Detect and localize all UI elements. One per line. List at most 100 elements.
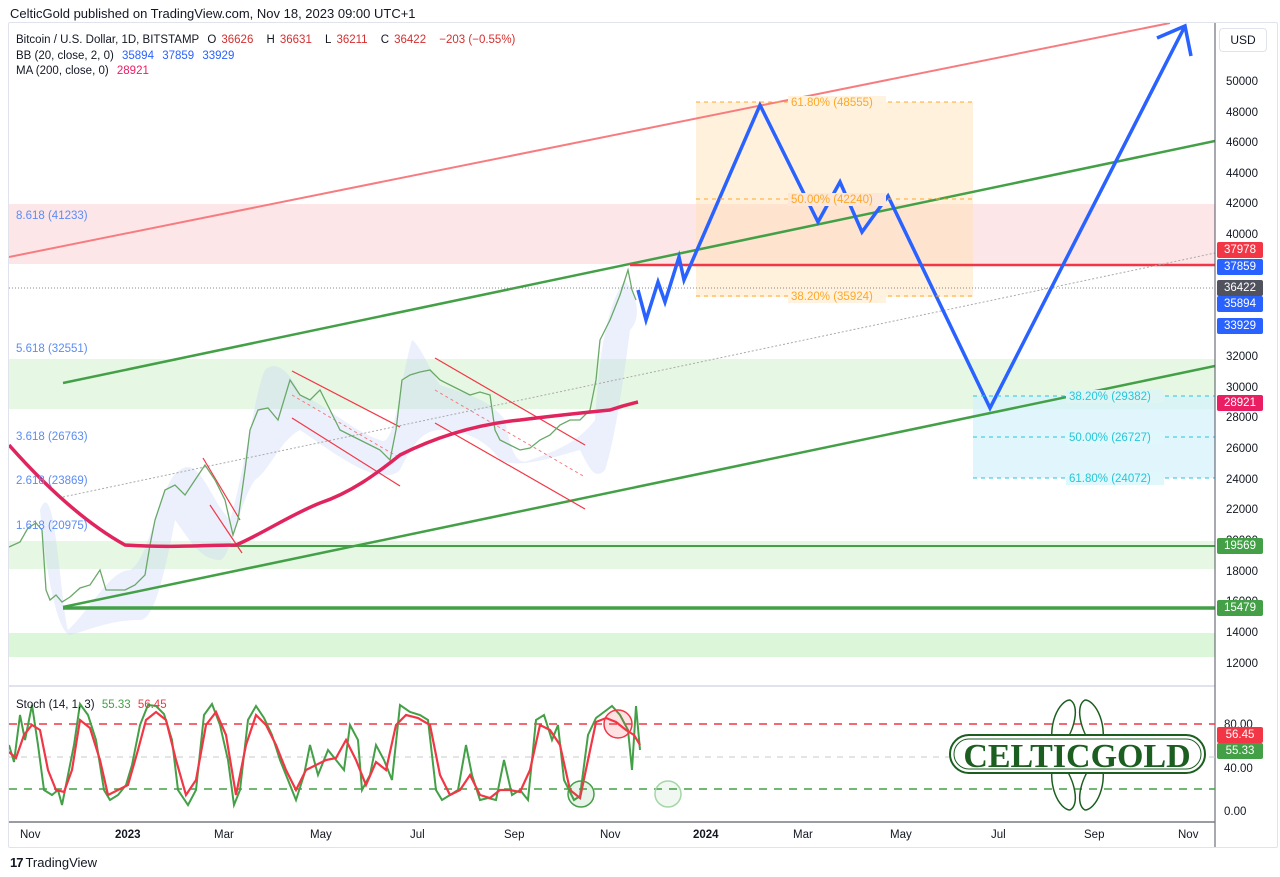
price-tick: 28000 [1226, 412, 1258, 424]
time-axis[interactable]: Nov 2023 Mar May Jul Sep Nov 2024 Mar Ma… [20, 829, 1199, 841]
fib-lower-label: 61.80% (24072) [1069, 473, 1151, 485]
projection-path [636, 25, 1187, 412]
legend-symbol-row: Bitcoin / U.S. Dollar, 1D, BITSTAMP O 366… [16, 34, 516, 46]
currency-button[interactable]: USD [1219, 28, 1267, 52]
price-pane [9, 23, 1215, 657]
low-value: 36211 [336, 34, 368, 46]
price-tag-last: 36422 [1217, 280, 1263, 296]
fib-ext-label: 1.618 (20975) [16, 520, 88, 532]
price-tick: 48000 [1226, 107, 1258, 119]
upper-trend-channel [9, 23, 1171, 258]
projection-arrowhead [1156, 23, 1193, 57]
logo-text: CELTICGOLD [963, 738, 1190, 775]
celticgold-logo: CELTICGOLD [949, 699, 1206, 811]
fib-lower-label: 38.20% (29382) [1069, 391, 1151, 403]
dotted-trend-line [62, 252, 1215, 498]
fib-ext-label: 2.618 (23869) [16, 475, 88, 487]
price-tick: 14000 [1226, 627, 1258, 639]
change-value: −203 (−0.55%) [439, 34, 516, 46]
ma200-line [9, 400, 639, 549]
price-tag-bb-lower: 33929 [1217, 318, 1263, 334]
legend-bb-row[interactable]: BB (20, close, 2, 0) 35894 37859 33929 [16, 49, 520, 65]
price-tick: 12000 [1226, 658, 1258, 670]
price-tick: 42000 [1226, 198, 1258, 210]
price-tick: 22000 [1226, 504, 1258, 516]
descending-channel-mid-dashed [291, 389, 586, 478]
price-tick: 44000 [1226, 168, 1258, 180]
time-tick: May [890, 829, 912, 841]
fib-upper-label: 61.80% (48555) [791, 97, 873, 109]
stoch-tag-d: 56.45 [1217, 727, 1263, 743]
stoch-tick: 0.00 [1224, 806, 1246, 818]
fib-upper-label: 38.20% (35924) [791, 291, 873, 303]
bb-title: BB (20, close, 2, 0) [16, 49, 114, 62]
stoch-d-value: 56.45 [137, 699, 167, 711]
descending-channels [202, 357, 586, 554]
time-tick: Jul [991, 829, 1006, 841]
tradingview-brand: TradingView [25, 855, 98, 870]
bollinger-cloud [40, 280, 637, 635]
ma-title: MA (200, close, 0) [16, 65, 109, 77]
time-tick: Sep [504, 829, 524, 841]
price-tick: 40000 [1226, 229, 1258, 241]
bb-basis-value: 35894 [122, 49, 154, 62]
price-series [9, 267, 637, 603]
tradingview-footer[interactable]: 17 TradingView [10, 855, 97, 870]
logo-banner [949, 734, 1206, 774]
price-tick: 50000 [1226, 76, 1258, 88]
time-tick: Mar [214, 829, 234, 841]
symbol-title: Bitcoin / U.S. Dollar, 1D, BITSTAMP [16, 34, 200, 46]
time-tick: Jul [410, 829, 425, 841]
stoch-axis[interactable]: 80.00 40.00 0.00 [1224, 719, 1253, 818]
stoch-projected-marker [654, 780, 682, 808]
fib-ext-label: 5.618 (32551) [16, 343, 88, 355]
high-value: 36631 [279, 34, 312, 46]
open-value: 36626 [221, 34, 254, 46]
time-tick: Mar [793, 829, 813, 841]
fib-ext-label: 8.618 (41233) [16, 210, 88, 222]
price-tag-support-1: 19569 [1217, 538, 1263, 554]
close-value: 36422 [394, 34, 427, 46]
publish-header: CelticGold published on TradingView.com,… [10, 6, 416, 21]
stoch-tag-k: 55.33 [1217, 743, 1263, 759]
legend-ma-row[interactable]: MA (200, close, 0) 28921 [16, 64, 520, 80]
stoch-legend[interactable]: Stoch (14, 1, 3) 55.33 56.45 [16, 699, 167, 711]
bb-upper-value: 37859 [162, 49, 195, 62]
fib-upper-label: 50.00% (42240) [791, 194, 873, 206]
price-tag-bb-upper: 37859 [1217, 259, 1263, 275]
tradingview-logo-icon: 17 [10, 855, 24, 870]
stoch-d-line [9, 709, 641, 800]
resistance-zone [9, 204, 1215, 264]
stoch-oversold-marker [567, 780, 595, 808]
fib-upper-labels: 61.80% (48555) 50.00% (42240) 38.20% (35… [788, 96, 886, 303]
price-tag-ma200: 28921 [1217, 395, 1263, 411]
green-upper-trendline [62, 139, 1215, 385]
price-tick: 30000 [1226, 382, 1258, 394]
price-tick: 32000 [1226, 351, 1258, 363]
time-tick: Nov [600, 829, 621, 841]
bb-lower-value: 33929 [202, 49, 235, 62]
price-axis[interactable]: 50000 48000 46000 44000 42000 40000 3200… [1226, 76, 1258, 670]
price-tick: 24000 [1226, 474, 1258, 486]
stoch-k-line [9, 701, 641, 809]
price-tick: 18000 [1226, 566, 1258, 578]
stoch-pane [9, 701, 1215, 809]
fib-lower-label: 50.00% (26727) [1069, 432, 1151, 444]
fib-ext-label: 3.618 (26763) [16, 431, 88, 443]
fib-lower-labels: 38.20% (29382) 50.00% (26727) 61.80% (24… [1066, 390, 1164, 485]
celtic-knot-icon [1050, 699, 1105, 811]
price-tag-support-2: 15479 [1217, 600, 1263, 616]
time-tick: Sep [1084, 829, 1104, 841]
time-tick: 2023 [115, 829, 141, 841]
price-tick: 26000 [1226, 443, 1258, 455]
price-tick: 46000 [1226, 137, 1258, 149]
price-tag-resistance: 37978 [1217, 242, 1263, 258]
time-tick: Nov [20, 829, 41, 841]
fib-extension-labels: 8.618 (41233) 5.618 (32551) 3.618 (26763… [16, 210, 88, 532]
stoch-overbought-marker [603, 709, 633, 739]
green-lower-trendline [62, 364, 1215, 609]
chart-legend[interactable]: Bitcoin / U.S. Dollar, 1D, BITSTAMP O 366… [16, 33, 520, 80]
time-tick: 2024 [693, 829, 719, 841]
price-tag-bb-basis: 35894 [1217, 296, 1263, 312]
